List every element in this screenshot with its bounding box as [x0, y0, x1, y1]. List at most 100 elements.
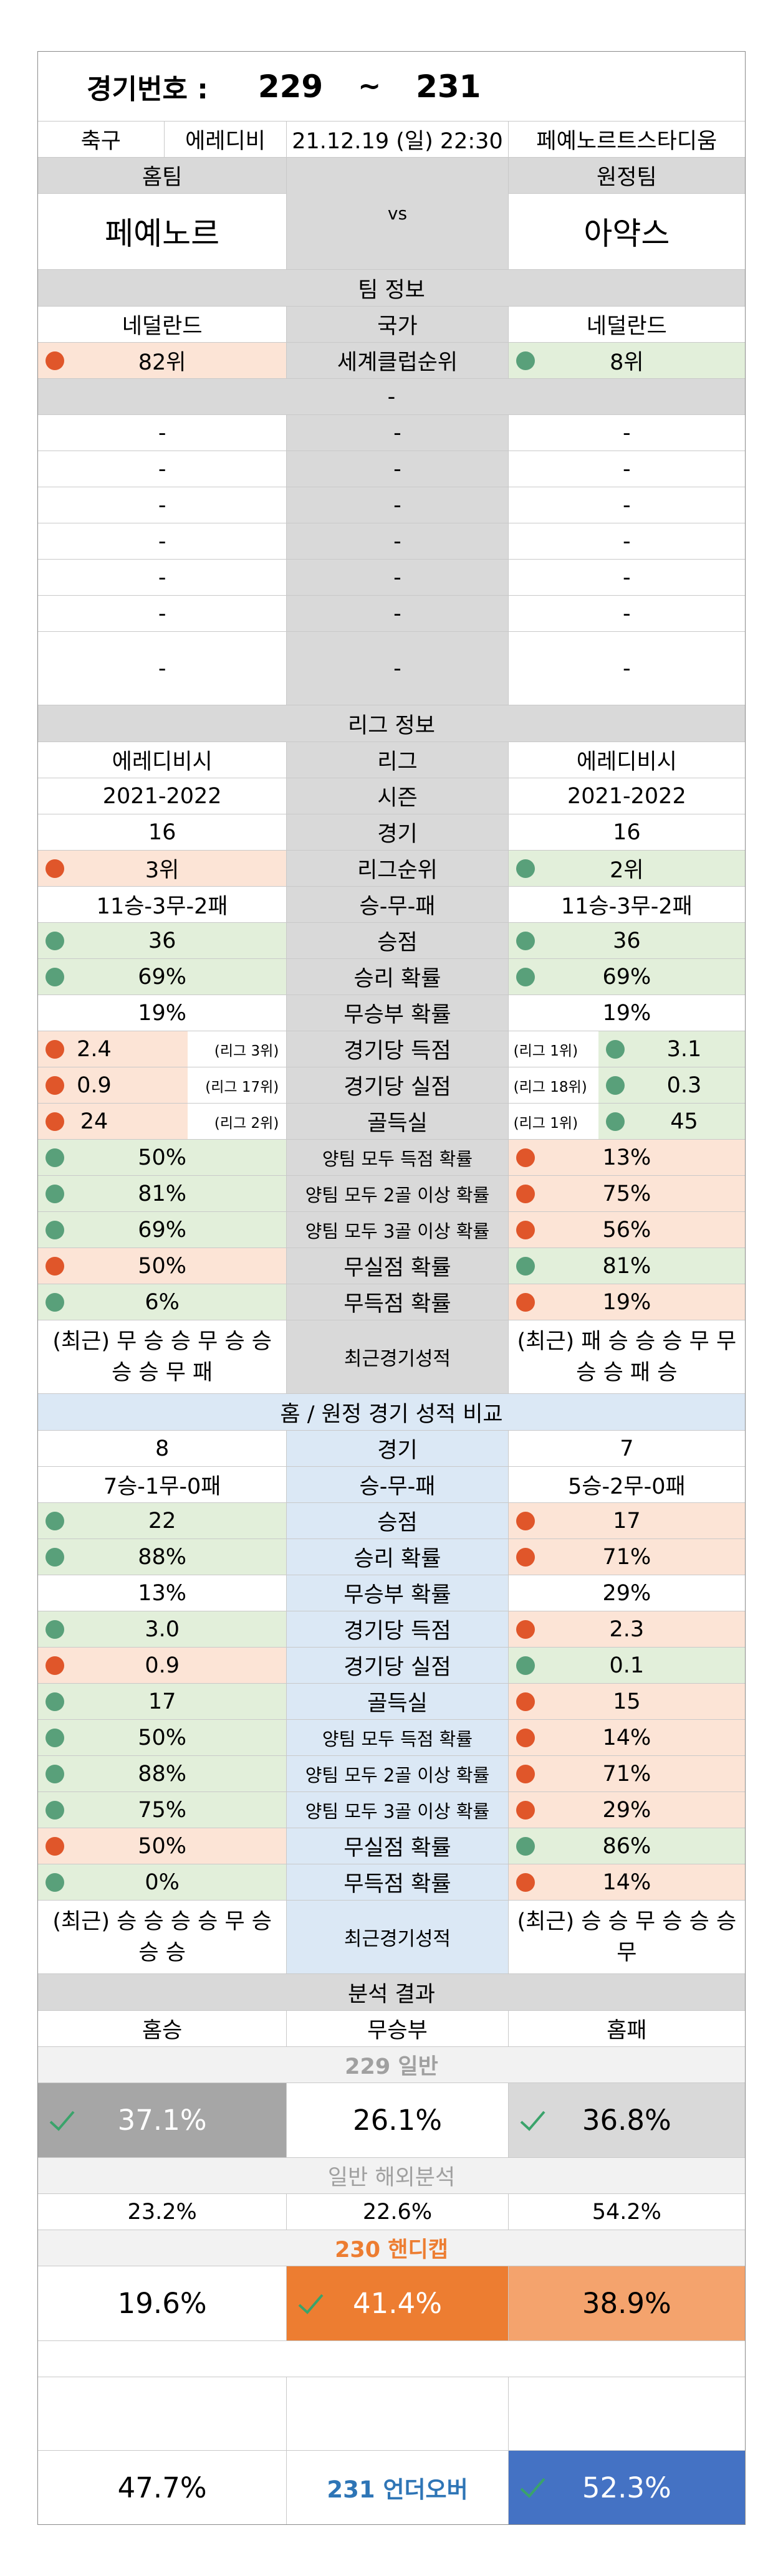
away-ranked-cell: (리그 1위) 3.1 — [509, 1031, 745, 1067]
label-dash: - — [287, 596, 509, 631]
home-value: 19% — [138, 1000, 187, 1026]
stat-label: 승-무-패 — [287, 887, 509, 922]
green-indicator-icon — [46, 1872, 64, 1892]
home-value-cell: 13% — [38, 1575, 287, 1611]
away-value: 16 — [613, 819, 641, 845]
home-value-cell: 2021-2022 — [38, 778, 287, 814]
stat-row: 81% 양팀 모두 2골 이상 확률 75% — [38, 1176, 745, 1212]
away-value: 81% — [602, 1253, 651, 1279]
green-indicator-icon — [46, 1148, 64, 1167]
stat-label: 승-무-패 — [287, 1467, 509, 1502]
match-datetime: 21.12.19 (일) 22:30 — [287, 122, 509, 157]
team-empty-rows: --------------------- — [38, 415, 745, 705]
home-away-recent-row: (최근) 승 승 승 승 무 승 승 승 최근경기성적 (최근) 승 승 무 승… — [38, 1901, 745, 1974]
stat-label: 양팀 모두 3골 이상 확률 — [287, 1792, 509, 1828]
home-value: 3.0 — [145, 1616, 180, 1642]
home-value: 88% — [138, 1761, 187, 1787]
stat-row: 88% 승리 확률 71% — [38, 1539, 745, 1575]
analysis-header: 분석 결과 — [38, 1974, 745, 2011]
away-value-cell: 에레디비시 — [509, 742, 745, 778]
dash-header-row: - — [38, 379, 745, 415]
stat-label: 무실점 확률 — [287, 1828, 509, 1864]
home-value: 11승-3무-2패 — [96, 894, 228, 919]
home-recent-home-form: (최근) 승 승 승 승 무 승 승 승 — [38, 1901, 287, 1973]
away-dash: - — [623, 492, 631, 518]
red-indicator-icon — [516, 1547, 535, 1567]
away-value-cell: 14% — [508, 1864, 745, 1900]
away-value: 71% — [602, 1544, 651, 1570]
away-value: 86% — [602, 1833, 651, 1859]
stat-label: 무실점 확률 — [287, 1248, 509, 1284]
away-value-cell: 29% — [509, 1575, 745, 1611]
away-dash: - — [623, 420, 631, 446]
stat-row: 6% 무득점 확률 19% — [38, 1284, 745, 1320]
red-indicator-icon — [516, 1620, 535, 1639]
away-ranked-cell: (리그 18위) 0.3 — [509, 1067, 745, 1103]
home-value-cell: 50% — [38, 1140, 287, 1175]
green-indicator-icon — [516, 931, 535, 950]
game230-home: 19.6% — [117, 2287, 207, 2320]
home-value-cell: 7승-1무-0패 — [38, 1467, 287, 1502]
home-dash: - — [38, 632, 287, 705]
game230-row: 19.6% 41.4% 38.9% — [38, 2266, 745, 2341]
away-value-cell: 0.1 — [508, 1648, 745, 1683]
stat-label: 리그순위 — [287, 851, 509, 886]
col-home-loss: 홈패 — [607, 2018, 647, 2043]
away-value: 14% — [602, 1725, 651, 1750]
label-dash: - — [287, 523, 509, 559]
tilde: ~ — [358, 70, 382, 102]
ha-recent-form-label: 최근경기성적 — [287, 1901, 509, 1973]
away-value-cell: 29% — [508, 1792, 745, 1828]
stat-label: 시즌 — [287, 778, 509, 814]
game231-over: 52.3% — [582, 2471, 671, 2504]
stat-row: 19% 무승부 확률 19% — [38, 995, 745, 1031]
home-value: 0.9 — [77, 1072, 112, 1098]
stat-label: 무득점 확률 — [287, 1864, 509, 1900]
green-indicator-icon — [46, 1764, 64, 1783]
away-country: 네덜란드 — [586, 314, 667, 339]
green-indicator-icon — [46, 1547, 64, 1567]
home-ranked-cell: 2.4 (리그 3위) — [38, 1031, 287, 1067]
home-value: 36 — [148, 928, 176, 953]
home-world-rank-cell: 82위 — [38, 343, 287, 378]
away-value-cell: 15 — [508, 1684, 745, 1719]
away-value: 2위 — [610, 858, 644, 883]
home-value: 2021-2022 — [102, 783, 222, 809]
home-value: 88% — [138, 1544, 187, 1570]
stat-row: 69% 양팀 모두 3골 이상 확률 56% — [38, 1212, 745, 1248]
stat-label: 경기당 실점 — [287, 1648, 509, 1683]
game229-label-row: 229 일반 — [38, 2047, 745, 2083]
home-value: 13% — [138, 1580, 187, 1606]
home-value: 50% — [138, 1725, 187, 1750]
analysis-title: 분석 결과 — [38, 1974, 745, 2010]
stat-label: 양팀 모두 2골 이상 확률 — [287, 1176, 509, 1211]
away-dash: - — [623, 656, 631, 681]
away-dash: - — [623, 456, 631, 482]
home-value: 8 — [155, 1436, 170, 1461]
stat-row: 75% 양팀 모두 3골 이상 확률 29% — [38, 1792, 745, 1828]
green-indicator-icon — [516, 967, 535, 986]
venue: 페예노르트스타디움 — [536, 129, 718, 154]
stat-label: 무득점 확률 — [287, 1284, 509, 1320]
overseas-away: 54.2% — [592, 2199, 661, 2225]
home-value-cell: 11승-3무-2패 — [38, 887, 287, 922]
green-indicator-icon — [516, 859, 535, 878]
stat-label: 승리 확률 — [287, 959, 509, 995]
away-value: 71% — [602, 1761, 651, 1787]
away-value: 29% — [602, 1580, 651, 1606]
red-indicator-icon — [46, 1039, 64, 1059]
stat-row: 50% 무실점 확률 81% — [38, 1248, 745, 1284]
game229-home-cell: 37.1% — [38, 2083, 287, 2157]
world-rank-label: 세계클럽순위 — [287, 343, 509, 378]
red-indicator-icon — [516, 1511, 535, 1530]
game229-label: 229 일반 — [345, 2054, 438, 2079]
world-rank-row: 82위 세계클럽순위 8위 — [38, 343, 745, 379]
home-value: 50% — [138, 1253, 187, 1279]
home-value: 69% — [138, 964, 187, 990]
stat-label: 양팀 모두 득점 확률 — [287, 1720, 509, 1755]
stat-label: 무승부 확률 — [287, 995, 509, 1031]
home-value: 69% — [138, 1217, 187, 1243]
label-dash: - — [287, 415, 509, 451]
overseas-label: 일반 해외분석 — [327, 2165, 456, 2190]
away-value: 29% — [602, 1797, 651, 1823]
